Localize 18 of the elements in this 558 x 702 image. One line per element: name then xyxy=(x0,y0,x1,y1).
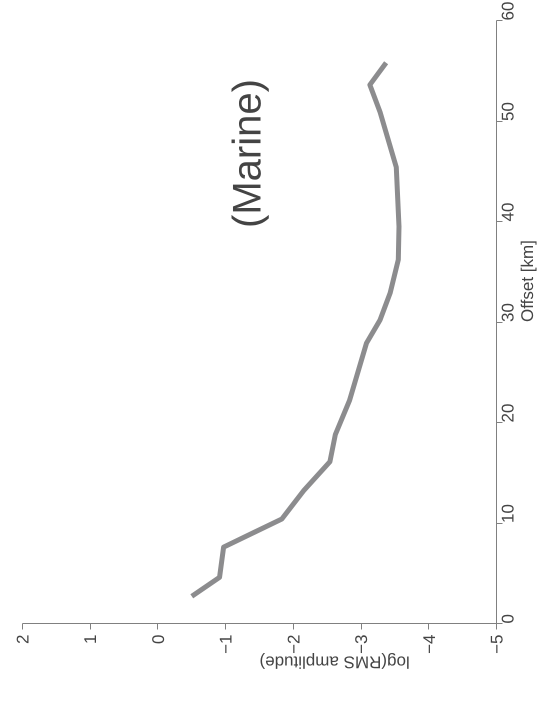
x-tick-label: −1 xyxy=(216,634,236,654)
y-tick-label: 60 xyxy=(498,2,518,20)
x-tick-label: −2 xyxy=(284,634,304,654)
y-tick-label: 50 xyxy=(498,102,518,121)
x-tick-label: 1 xyxy=(81,634,100,644)
y-axis-title: Offset [km] xyxy=(518,240,537,322)
x-tick-label: 2 xyxy=(14,634,32,644)
y-tick-label: 0 xyxy=(498,614,518,624)
x-axis-title: log(RMS amplitude) xyxy=(259,652,410,672)
y-tick-label: 10 xyxy=(498,504,518,523)
x-tick-label: −4 xyxy=(420,634,439,654)
x-tick-label: 0 xyxy=(148,634,168,644)
x-tick-label: −3 xyxy=(352,634,372,654)
annotation: (Marine) xyxy=(226,79,270,228)
y-tick-label: 40 xyxy=(498,202,518,222)
y-tick-label: 30 xyxy=(498,303,518,322)
x-tick-label: −5 xyxy=(488,634,506,654)
y-tick-label: 20 xyxy=(498,404,518,422)
